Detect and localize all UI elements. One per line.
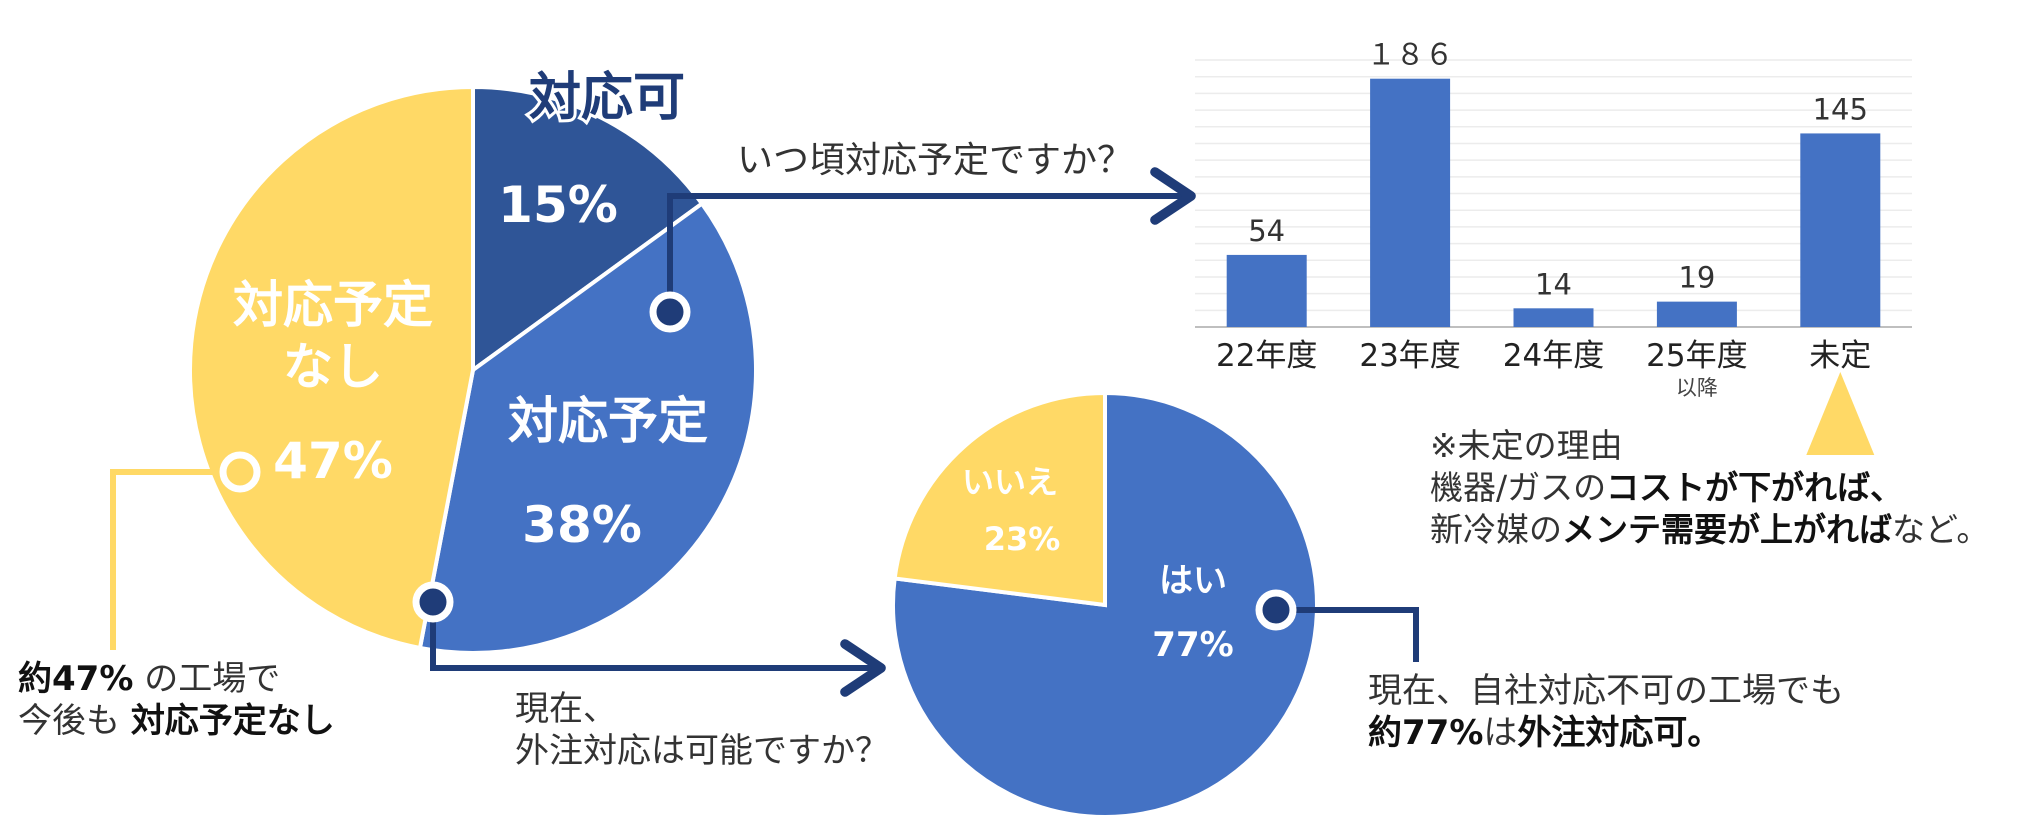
outsource-percent: 約77% [1368,713,1484,753]
left-annotation: 約47% の工場で 今後も 対応予定なし [18,658,335,742]
pie2-slice-0 [891,390,1319,819]
undecided-l3-plain1: 新冷媒の [1430,510,1562,549]
left-percent: 約47% [18,659,134,699]
bar-value-label-2: 14 [1535,267,1572,301]
bar-3 [1656,301,1737,327]
bar-category-sublabel-3: 以降 [1676,376,1718,400]
pie1-label-1: 対応予定 [508,392,708,450]
bar-category-label-3: 25年度 [1646,338,1747,374]
pie1-value-1: 38% [522,496,642,554]
bar-category-label-1: 23年度 [1359,338,1460,374]
bar-category-label-4: 未定 [1809,338,1871,374]
undecided-reasons: ※未定の理由 機器/ガスのコストが下がれば、 新冷媒のメンテ需要が上がればなど。 [1430,425,1989,551]
left-line2-plain: 今後も [18,701,131,741]
undecided-l2-bold: コストが下がれば、 [1606,468,1904,507]
pie2-label-1: いいえ [962,463,1058,501]
undecided-pointer-triangle [1806,372,1875,455]
bar-1 [1370,78,1451,327]
pie2-question: 現在、外注対応は可能ですか？ [515,689,889,771]
bar-question: いつ頃対応予定ですか？ [737,140,1133,181]
pie1-value-0: 15% [498,176,618,234]
bar-category-label-0: 22年度 [1216,338,1317,374]
left-line2-bold: 対応予定なし [130,701,335,741]
left-line1-rest: の工場で [133,659,281,699]
bar-2 [1513,308,1594,327]
outsource-annotation: 現在、自社対応不可の工場でも 約77%は外注対応可。 [1368,670,1844,754]
connector-to-outsource-pie [430,602,886,697]
outsource-l2-bold: 外注対応可。 [1517,713,1722,753]
pie1-value-2: 47% [273,432,393,490]
pie2-question-line-0: 現在、 [515,689,617,729]
outsource-l2-plain: は [1483,713,1518,753]
bar-value-label-0: 54 [1248,214,1285,248]
bar-4 [1800,133,1881,327]
connector-dot-planned [649,291,691,333]
bar-value-label-4: 145 [1813,92,1868,126]
pie2-value-1: 23% [984,520,1061,558]
pie2-slice-1 [892,390,1107,608]
bar-value-label-1: １８６ [1367,38,1454,72]
bar-value-label-3: 19 [1678,261,1715,295]
undecided-l3-plain2: など。 [1892,510,1990,549]
undecided-title: ※未定の理由 [1430,426,1623,465]
pie1-slice-2 [188,84,475,651]
pie1-label-0: 対応可 [529,68,685,128]
outsource-line1: 現在、自社対応不可の工場でも [1368,671,1844,711]
connector-dot-outsource [412,581,454,623]
pie2-value-0: 77% [1152,625,1233,665]
connector-dot-yes [1255,589,1297,631]
bar-0 [1226,254,1307,327]
pie1-label-2-line-1: なし [283,338,383,396]
pie1-label-2-line-0: 対応予定 [233,276,433,334]
undecided-l2-plain: 機器/ガスの [1430,468,1607,507]
connector-to-left-note [110,469,240,650]
connector-dot-no-plan [219,451,261,493]
connector-to-bar-chart [667,167,1196,312]
pie1-label-2: 対応予定なし [233,276,433,396]
pie2-label-0: はい [1159,561,1227,601]
connector-to-outsource-note [1276,607,1419,662]
pie1-slice-0 [471,84,705,374]
pie2-question-line-1: 外注対応は可能ですか？ [515,731,889,771]
bar-category-label-2: 24年度 [1503,338,1604,374]
undecided-l3-bold: メンテ需要が上がれば [1562,510,1892,549]
